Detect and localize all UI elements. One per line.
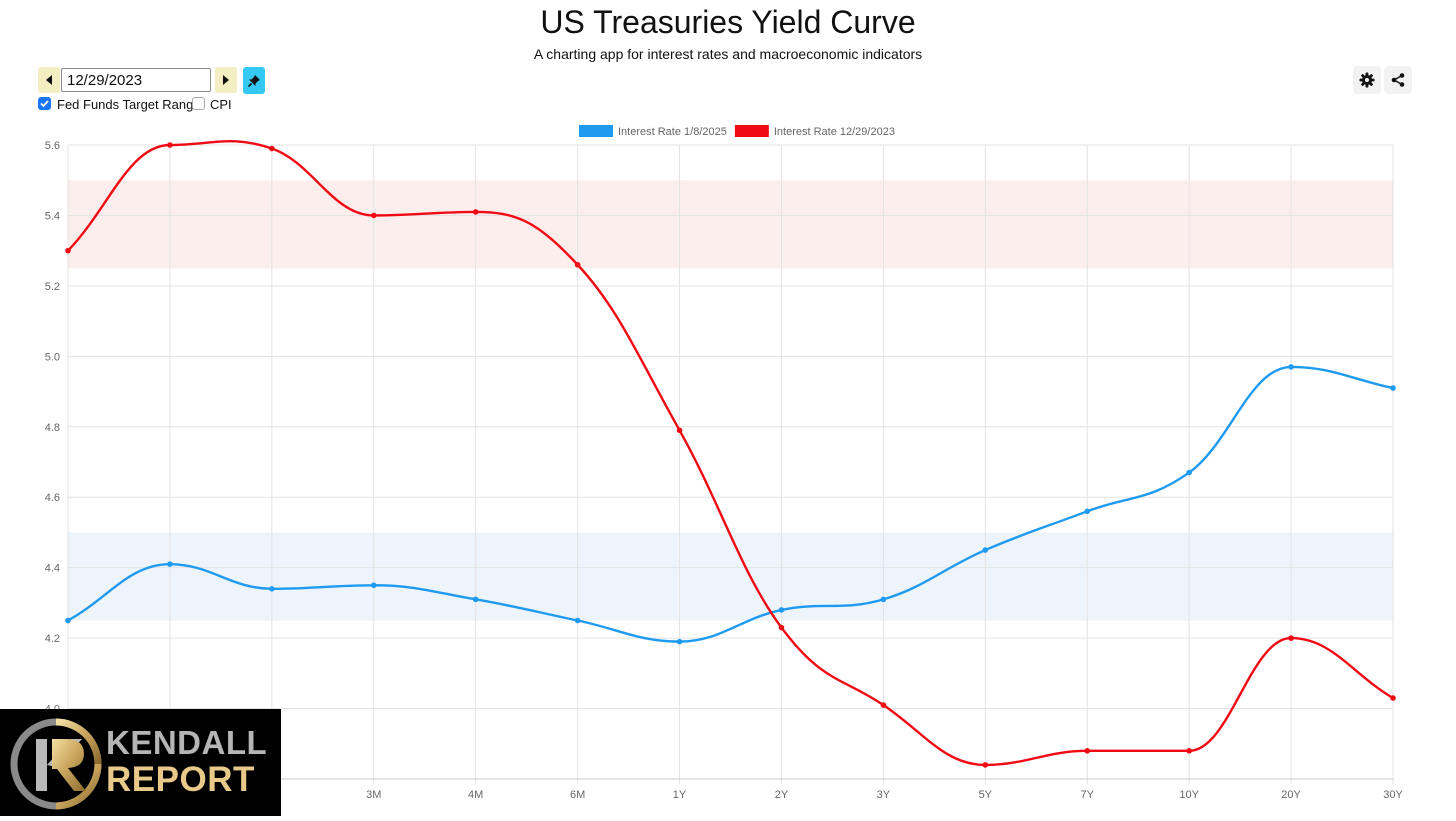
- fed-funds-label: Fed Funds Target Range: [57, 97, 201, 112]
- series-point: [1084, 748, 1091, 754]
- legend-swatch: [579, 125, 613, 137]
- pin-icon: [247, 74, 260, 87]
- series-point: [880, 596, 887, 603]
- x-axis-ticks: 3M 4M 6M 1Y 2Y 3Y 5Y 7Y 10Y 20Y 30Y: [366, 789, 1403, 801]
- fed-funds-band: [68, 532, 1393, 621]
- series-point: [676, 638, 683, 645]
- y-tick-label: 4.6: [45, 492, 60, 504]
- x-tick-label: 3Y: [877, 789, 891, 801]
- series-point: [880, 702, 887, 708]
- x-tick-label: 2Y: [775, 789, 789, 801]
- page-title: US Treasuries Yield Curve: [540, 4, 916, 40]
- series-point: [1288, 635, 1294, 641]
- cpi-label: CPI: [210, 97, 232, 112]
- series-point: [167, 142, 173, 148]
- series-point: [167, 561, 173, 567]
- y-tick-label: 5.2: [45, 281, 60, 293]
- previous-date-button[interactable]: [38, 67, 60, 93]
- gear-icon: [1359, 72, 1375, 88]
- chart-legend: Interest Rate 1/8/2025 Interest Rate 12/2…: [579, 125, 895, 138]
- share-button[interactable]: [1384, 66, 1412, 94]
- y-axis-ticks: 5.65.45.25.04.84.64.44.24.0: [45, 140, 60, 716]
- series-point: [1390, 385, 1396, 391]
- series-point: [269, 145, 275, 152]
- x-tick-label: 20Y: [1281, 789, 1301, 801]
- y-tick-label: 5.6: [45, 140, 60, 152]
- fed-funds-checkbox[interactable]: [38, 97, 51, 110]
- y-tick-label: 4.8: [45, 422, 60, 434]
- y-tick-label: 4.2: [45, 633, 60, 645]
- chart-grid: [67, 144, 1394, 784]
- fed-funds-band: [68, 180, 1393, 269]
- x-tick-label: 7Y: [1080, 789, 1094, 801]
- series-point: [1390, 695, 1396, 701]
- pin-button[interactable]: [243, 67, 265, 94]
- x-tick-label: 5Y: [979, 789, 993, 801]
- series-point: [778, 624, 785, 631]
- x-tick-label: 6M: [570, 789, 585, 801]
- series-point: [1084, 508, 1091, 515]
- series-point: [1186, 748, 1192, 754]
- x-tick-label: 1Y: [673, 789, 687, 801]
- legend-swatch: [734, 125, 769, 137]
- settings-button[interactable]: [1353, 66, 1381, 94]
- checkmark-icon: [40, 100, 49, 108]
- share-icon: [1391, 73, 1405, 87]
- legend-label: Interest Rate 12/29/2023: [774, 126, 895, 138]
- series-point: [1288, 364, 1294, 370]
- logo-line-report: REPORT: [106, 760, 255, 799]
- series-point: [982, 547, 989, 553]
- cpi-checkbox[interactable]: [192, 97, 205, 110]
- legend-label: Interest Rate 1/8/2025: [618, 126, 727, 138]
- series-point: [982, 762, 989, 768]
- date-input[interactable]: [61, 68, 211, 92]
- kendall-report-logo: KENDALL REPORT: [0, 709, 281, 816]
- series-points: [65, 142, 1396, 768]
- y-tick-label: 4.4: [45, 563, 60, 575]
- next-date-button[interactable]: [215, 67, 237, 93]
- series-point: [574, 617, 581, 624]
- yield-curve-chart: 5.65.45.25.04.84.64.44.24.0 3M4M6M1Y2Y3Y…: [45, 125, 1403, 801]
- series-point: [676, 427, 683, 434]
- series-point: [269, 586, 275, 592]
- series-point: [472, 596, 479, 603]
- y-tick-label: 5.0: [45, 351, 60, 363]
- caret-right-icon: [223, 75, 229, 85]
- series-point: [65, 617, 71, 624]
- series-point: [472, 209, 479, 215]
- series-point: [65, 247, 71, 254]
- logo-line-kendall: KENDALL: [106, 724, 268, 761]
- series-point: [370, 212, 377, 219]
- page-subtitle: A charting app for interest rates and ma…: [533, 46, 923, 62]
- x-tick-label: 30Y: [1383, 789, 1403, 801]
- series-point: [778, 607, 785, 613]
- x-tick-label: 4M: [468, 789, 483, 801]
- caret-left-icon: [46, 75, 52, 85]
- series-point: [370, 582, 377, 589]
- y-tick-label: 5.4: [45, 210, 60, 222]
- fed-funds-bands: [68, 180, 1393, 621]
- x-tick-label: 3M: [366, 789, 381, 801]
- series-point: [574, 261, 581, 268]
- x-tick-label: 10Y: [1179, 789, 1199, 801]
- series-point: [1186, 469, 1192, 476]
- kr-monogram-icon: [10, 718, 102, 810]
